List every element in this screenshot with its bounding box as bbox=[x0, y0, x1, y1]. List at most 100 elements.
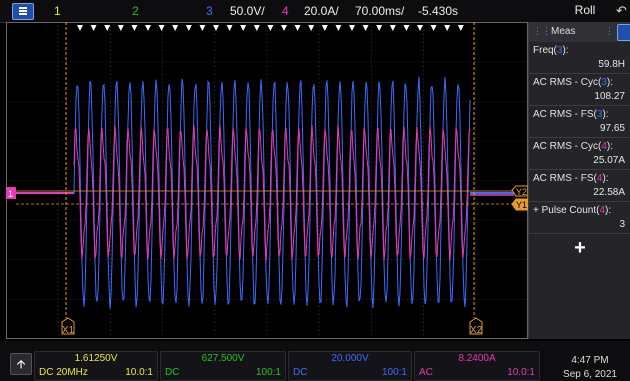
measurements-title: Meas bbox=[551, 26, 576, 37]
measurement-channel: 3 bbox=[596, 109, 603, 120]
trigger-markers bbox=[77, 25, 464, 31]
channel-4-box[interactable]: 8.2400A AC 10.0:1 bbox=[414, 351, 540, 381]
time-delay[interactable]: -5.430s bbox=[418, 4, 459, 18]
trigger-marker-icon bbox=[403, 25, 410, 31]
trigger-marker-icon bbox=[117, 25, 124, 31]
measurement-name: AC RMS - FS( bbox=[533, 109, 597, 120]
measurement-item[interactable]: + Pulse Count(4): 3 bbox=[529, 202, 630, 234]
trigger-marker-icon bbox=[349, 25, 355, 31]
add-measurement-button[interactable]: + bbox=[574, 237, 586, 259]
measurement-label-suffix: ): bbox=[602, 109, 609, 120]
trigger-marker-icon bbox=[131, 25, 138, 31]
measurement-label: AC RMS - Cyc(4): bbox=[533, 141, 613, 152]
expand-up-icon[interactable]: 🡩 bbox=[10, 353, 32, 375]
channel-3-box[interactable]: 20.000V DC 100:1 bbox=[288, 351, 412, 381]
channel-4-offset: 8.2400A bbox=[458, 353, 496, 364]
trigger-marker-icon bbox=[294, 25, 301, 31]
channel-2-coupling: DC bbox=[165, 367, 180, 378]
cursor-x1-label[interactable]: X1 bbox=[61, 317, 75, 336]
status-bar: 1 2 3 50.0V/ 4 20.0A/ 70.00ms/ -5.430s R… bbox=[0, 0, 630, 23]
measurement-item[interactable]: AC RMS - Cyc(4): 25.07A bbox=[529, 138, 630, 170]
channel-2-offset: 627.500V bbox=[201, 353, 245, 364]
measurement-label: AC RMS - FS(4): bbox=[533, 173, 609, 184]
cursors[interactable] bbox=[16, 22, 512, 318]
trigger-marker-icon bbox=[267, 25, 274, 31]
measurement-value: 59.8H bbox=[598, 59, 625, 70]
measurement-value: 25.07A bbox=[593, 155, 625, 166]
drag-handle-icon[interactable]: ⋮⋮ bbox=[605, 26, 623, 36]
trigger-marker-icon bbox=[199, 25, 206, 31]
trigger-marker-icon bbox=[417, 25, 423, 31]
svg-text:X2: X2 bbox=[470, 325, 483, 336]
graticule-border bbox=[6, 22, 528, 339]
measurement-list: Freq(3): 59.8H AC RMS - Cyc(3): 108.27 AC RM… bbox=[529, 42, 630, 234]
channel-1-label[interactable]: 1 bbox=[54, 4, 61, 18]
trigger-marker-icon bbox=[240, 25, 247, 31]
measurement-item[interactable]: AC RMS - FS(4): 22.58A bbox=[529, 170, 630, 202]
measurement-name: AC RMS - FS( bbox=[533, 173, 597, 184]
trigger-marker-icon bbox=[172, 25, 179, 31]
trigger-marker-icon bbox=[430, 25, 437, 31]
trigger-marker-icon bbox=[389, 25, 396, 31]
timebase-scale[interactable]: 70.00ms/ bbox=[355, 4, 405, 18]
undo-icon[interactable]: ↶ bbox=[616, 3, 627, 18]
trigger-marker-icon bbox=[158, 25, 165, 31]
channel-3-probe-ratio: 100:1 bbox=[381, 367, 407, 378]
trigger-marker-icon bbox=[308, 25, 315, 31]
trigger-marker-icon bbox=[145, 25, 151, 31]
menu-icon bbox=[19, 7, 27, 15]
measurement-channel: 4 bbox=[596, 173, 603, 184]
measurement-item[interactable]: AC RMS - FS(3): 97.65 bbox=[529, 106, 630, 138]
cursor-y1-label[interactable]: Y1 bbox=[511, 198, 528, 211]
measurement-item[interactable]: AC RMS - Cyc(3): 108.27 bbox=[529, 74, 630, 106]
trigger-marker-icon bbox=[444, 25, 451, 31]
channel-4-scale[interactable]: 20.0A/ bbox=[304, 4, 339, 18]
measurement-label: AC RMS - FS(3): bbox=[533, 109, 609, 120]
list-icon[interactable] bbox=[617, 24, 630, 41]
svg-text:1: 1 bbox=[8, 189, 13, 199]
svg-text:Y1: Y1 bbox=[516, 200, 527, 210]
channel-bar: 🡩 1.61250V DC 20MHz 10.0:1 627.500V DC 1… bbox=[0, 341, 630, 381]
measurement-label: AC RMS - Cyc(3): bbox=[533, 77, 613, 88]
menu-button[interactable] bbox=[12, 3, 34, 20]
trigger-marker-icon bbox=[253, 25, 260, 31]
measurement-channel: 3 bbox=[601, 77, 607, 88]
channel-2-label[interactable]: 2 bbox=[132, 4, 139, 18]
measurement-label-suffix: ): bbox=[605, 205, 612, 216]
drag-handle-icon[interactable]: ⋮⋮ bbox=[533, 26, 551, 36]
measurement-label-suffix: ): bbox=[562, 45, 569, 56]
channel-2-probe-ratio: 100:1 bbox=[255, 367, 281, 378]
trigger-marker-icon bbox=[457, 25, 464, 31]
measurement-name: + Pulse Count( bbox=[533, 205, 600, 216]
channel-1-ground-marker[interactable]: 1 bbox=[6, 187, 16, 199]
measurement-value: 97.65 bbox=[599, 123, 625, 134]
channel-1-coupling: DC 20MHz bbox=[39, 367, 88, 378]
svg-text:X1: X1 bbox=[62, 325, 75, 336]
waveform-display[interactable]: 1 X1 X2 Y2 Y1 bbox=[6, 22, 528, 339]
trigger-marker-icon bbox=[213, 25, 219, 31]
channel-3-label[interactable]: 3 bbox=[206, 4, 213, 18]
measurements-panel: ⋮⋮ Meas ⋮⋮ Freq(3): 59.8H AC RMS - Cyc(3):… bbox=[528, 22, 630, 339]
roll-mode-button[interactable]: Roll bbox=[574, 3, 596, 17]
trigger-marker-icon bbox=[104, 25, 111, 31]
channel-4-coupling: AC bbox=[419, 367, 433, 378]
trigger-marker-icon bbox=[226, 25, 233, 31]
channel-3-scale[interactable]: 50.0V/ bbox=[230, 4, 265, 18]
measurement-label: Freq(3): bbox=[533, 45, 569, 56]
cursor-x2-label[interactable]: X2 bbox=[469, 317, 483, 336]
measurement-label: + Pulse Count(4): bbox=[533, 205, 611, 216]
svg-text:Y2: Y2 bbox=[516, 187, 527, 197]
measurements-header: ⋮⋮ Meas ⋮⋮ bbox=[529, 22, 630, 42]
measurement-name: AC RMS - Cyc( bbox=[533, 141, 602, 152]
waveforms bbox=[16, 76, 514, 310]
trigger-marker-icon bbox=[335, 25, 342, 31]
channel-4-label[interactable]: 4 bbox=[282, 4, 289, 18]
measurement-value: 3 bbox=[619, 219, 625, 230]
measurement-item[interactable]: Freq(3): 59.8H bbox=[529, 42, 630, 74]
channel-1-box[interactable]: 1.61250V DC 20MHz 10.0:1 bbox=[34, 351, 158, 381]
trigger-marker-icon bbox=[281, 25, 287, 31]
channel-2-box[interactable]: 627.500V DC 100:1 bbox=[160, 351, 286, 381]
cursor-y2-label[interactable]: Y2 bbox=[511, 185, 528, 197]
measurement-channel: 4 bbox=[599, 205, 605, 216]
channel-3-trace bbox=[73, 76, 471, 310]
